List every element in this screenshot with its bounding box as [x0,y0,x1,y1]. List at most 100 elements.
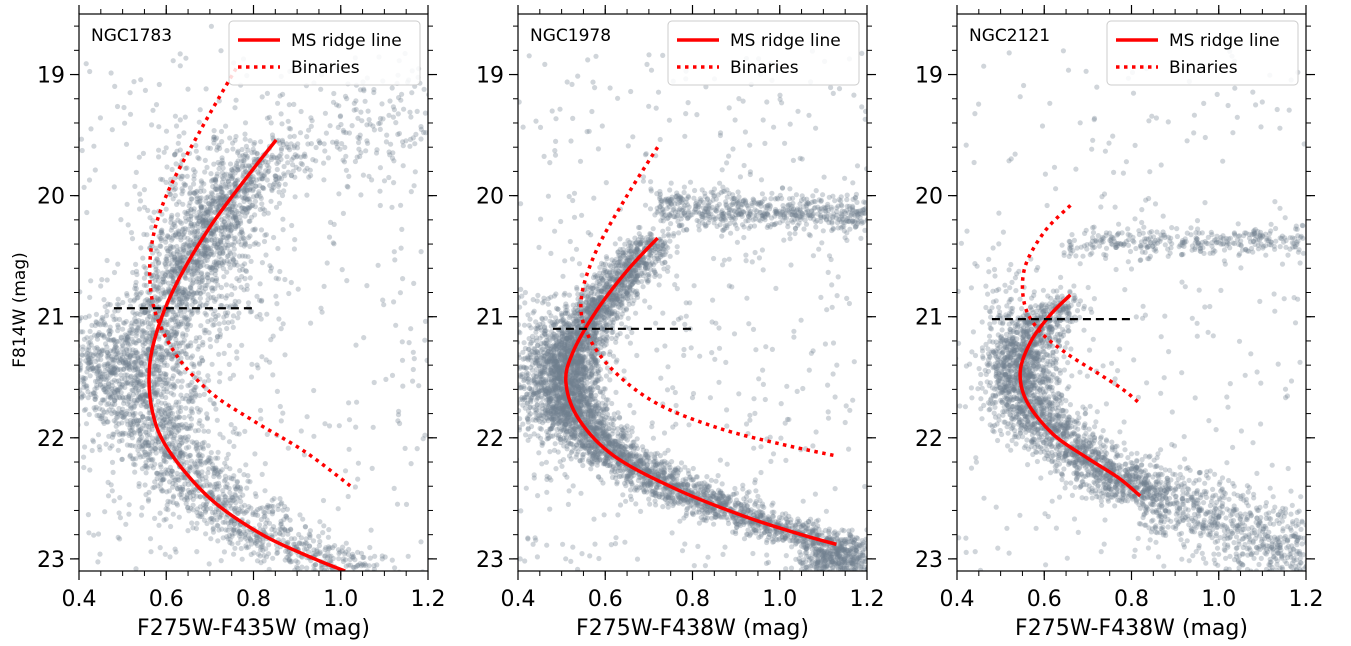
star-point [164,380,170,386]
star-point [136,379,142,385]
star-point [161,386,167,392]
star-point [135,418,142,424]
star-point [183,501,189,507]
star-point [136,381,143,387]
star-point [203,246,209,252]
star-point [165,329,171,336]
star-point [257,538,263,544]
star-point [181,424,187,430]
star-point [267,182,273,188]
star-point [358,109,364,115]
star-point [125,222,131,228]
star-point [367,544,373,551]
star-point [270,333,276,339]
star-point [244,187,250,193]
star-point [131,367,137,373]
star-point [197,254,203,260]
star-point [165,411,171,417]
star-point [177,447,183,453]
star-point [154,314,160,321]
star-point [176,414,182,420]
star-point [81,393,87,399]
star-point [225,527,231,533]
star-point [162,289,168,295]
star-point [140,413,146,419]
star-point [191,271,197,277]
star-point [132,311,138,317]
star-point [169,468,175,474]
star-point [214,522,220,528]
star-point [327,219,334,225]
star-point [185,437,191,443]
star-point [200,220,206,226]
star-point [379,101,385,107]
star-point [142,340,148,347]
star-point [159,227,165,233]
star-point [142,399,148,405]
star-point [395,412,402,418]
star-point [177,370,183,376]
star-point [266,509,272,515]
star-point [243,206,249,212]
star-point [211,140,217,146]
star-point [126,361,132,367]
star-point [251,156,257,162]
star-point [178,491,185,497]
star-point [174,201,180,207]
star-point [91,390,97,396]
star-point [204,213,211,219]
star-point [223,527,229,533]
star-point [204,411,210,417]
star-point [187,490,193,496]
star-point [240,492,246,498]
star-point [225,225,231,231]
star-point [170,354,176,360]
star-point [95,331,102,338]
star-point [109,459,116,465]
star-point [121,397,127,404]
star-point [135,397,141,403]
star-point [418,249,424,255]
star-point [170,266,176,272]
star-point [291,154,297,161]
star-point [218,195,224,201]
star-point [160,476,166,482]
star-point [253,240,259,246]
star-point [322,110,328,116]
star-point [105,366,111,372]
star-point [101,387,107,393]
star-point [214,517,220,523]
star-point [188,458,194,464]
star-point [168,433,174,439]
star-point [155,268,161,275]
star-point [321,283,327,289]
star-point [196,252,203,258]
star-point [292,541,298,547]
star-point [173,402,179,408]
star-point [173,161,179,167]
star-point [199,473,205,479]
star-point [386,174,392,181]
x-tick-label: 0.8 [236,587,271,612]
star-point [237,267,243,273]
star-point [87,328,93,334]
star-point [149,323,155,329]
star-point [141,401,147,407]
star-point [191,208,197,215]
star-point [179,191,185,197]
star-point [197,334,203,341]
star-point [274,166,280,173]
star-point [177,450,183,456]
star-point [160,276,167,282]
star-point [225,253,231,259]
star-point [157,472,163,478]
star-point [203,504,209,510]
star-point [197,392,203,399]
star-point [257,193,263,199]
star-point [317,550,323,557]
star-point [189,394,195,400]
star-point [124,351,130,357]
star-point [235,220,241,226]
star-point [123,318,129,325]
star-point [322,567,328,571]
